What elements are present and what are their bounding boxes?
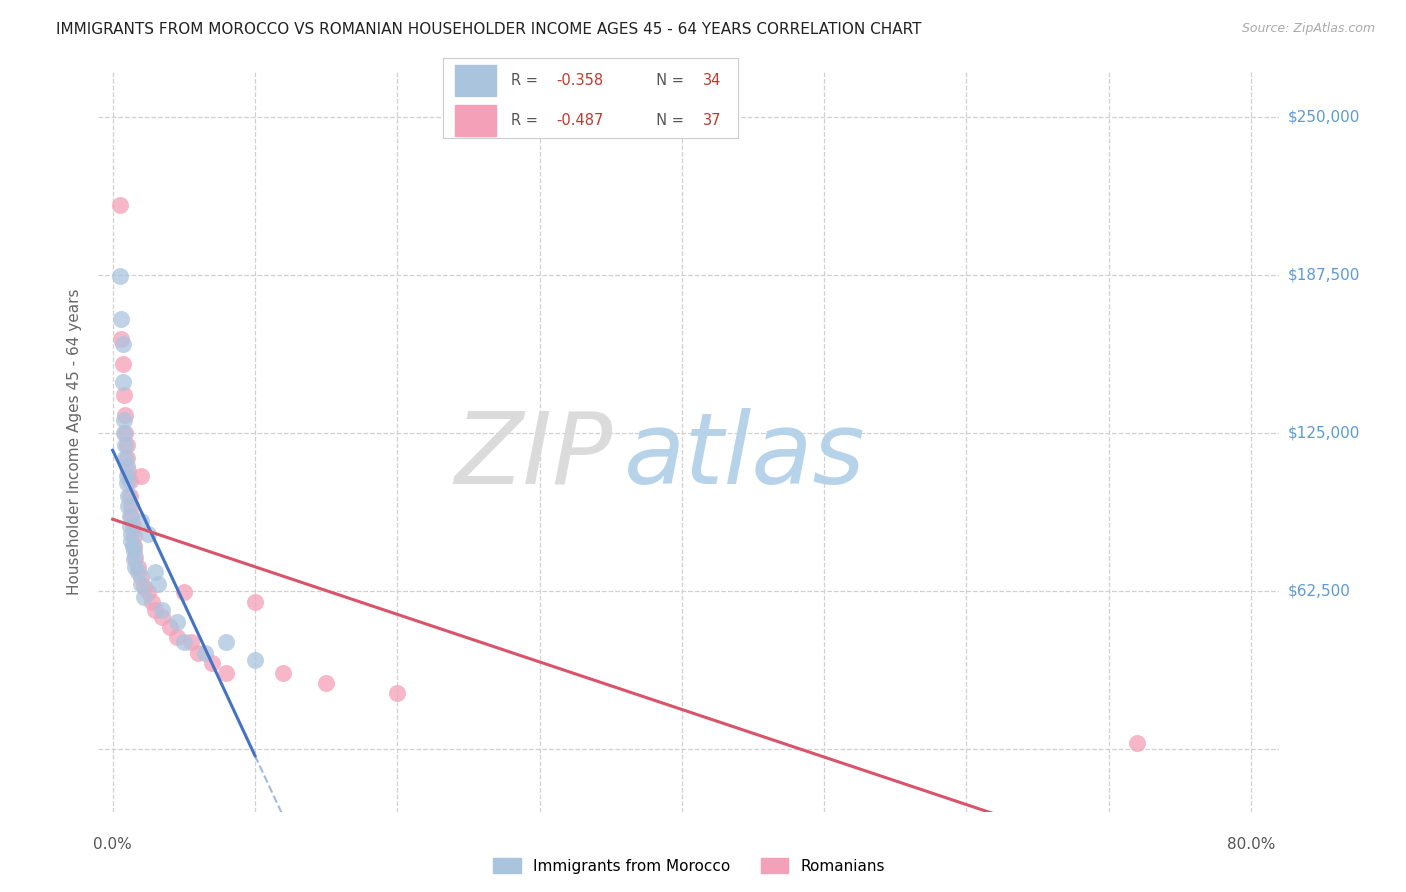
Point [143,565,166,579]
Point [117,489,139,503]
Point [127,559,149,574]
Point [114,438,136,452]
Point [114,450,136,465]
Point [243,653,266,667]
Point [173,635,195,649]
Text: $62,500: $62,500 [1288,583,1351,599]
Point [136,526,159,541]
Point [129,577,152,591]
Y-axis label: Householder Income Ages 45 - 64 years: Householder Income Ages 45 - 64 years [67,288,83,595]
Point [180,635,202,649]
Text: ZIP: ZIP [454,408,612,505]
Point [124,559,146,574]
Point [122,529,145,543]
Text: 34: 34 [703,73,721,88]
Text: $125,000: $125,000 [1288,425,1360,440]
Point [111,375,134,389]
Point [141,595,163,609]
Text: 80.0%: 80.0% [1227,837,1275,852]
Point [114,425,136,440]
Text: 0.0%: 0.0% [93,837,132,852]
Point [122,540,145,554]
Point [120,534,142,549]
Point [273,665,295,680]
Point [187,646,209,660]
Point [114,408,136,422]
Point [121,540,143,554]
Point [387,686,409,700]
Text: Source: ZipAtlas.com: Source: ZipAtlas.com [1241,22,1375,36]
Point [1126,737,1149,751]
Point [201,656,224,670]
Point [215,635,238,649]
Point [115,450,138,465]
Point [115,476,138,491]
Point [111,358,134,372]
Point [117,464,139,478]
Point [111,337,134,351]
Point [148,577,170,591]
Point [117,499,139,513]
Text: atlas: atlas [624,408,866,505]
Point [108,198,131,212]
Point [120,499,142,513]
Bar [454,105,496,136]
Point [121,519,143,533]
Point [159,620,181,634]
Point [118,489,141,503]
Point [215,665,238,680]
Point [110,332,132,346]
Bar [454,65,496,95]
Point [118,474,141,488]
Point [110,312,132,326]
Point [166,615,188,630]
Point [120,526,142,541]
Text: $250,000: $250,000 [1288,110,1360,124]
Point [136,585,159,599]
Point [122,552,145,566]
Legend: Immigrants from Morocco, Romanians: Immigrants from Morocco, Romanians [486,852,891,880]
Point [166,631,188,645]
Point [143,602,166,616]
Text: N =: N = [647,113,688,128]
Text: -0.487: -0.487 [557,113,605,128]
Point [115,458,138,473]
Point [315,676,337,690]
Point [132,580,155,594]
Point [129,468,152,483]
Point [129,570,152,584]
Point [115,468,138,483]
Point [108,268,131,283]
Point [118,509,141,524]
Point [112,425,135,440]
Point [173,585,195,599]
Point [120,509,142,524]
Text: R =: R = [510,113,543,128]
Point [122,544,145,558]
Point [115,438,138,452]
Point [129,514,152,528]
Point [132,590,155,604]
Point [152,602,174,616]
Text: N =: N = [647,73,688,88]
Point [118,519,141,533]
Text: -0.358: -0.358 [557,73,603,88]
Point [194,646,217,660]
Point [127,565,149,579]
Text: IMMIGRANTS FROM MOROCCO VS ROMANIAN HOUSEHOLDER INCOME AGES 45 - 64 YEARS CORREL: IMMIGRANTS FROM MOROCCO VS ROMANIAN HOUS… [56,22,922,37]
Text: 37: 37 [703,113,721,128]
Text: R =: R = [510,73,543,88]
Point [124,549,146,564]
Point [112,388,135,402]
Point [152,610,174,624]
Text: $187,500: $187,500 [1288,268,1360,282]
Point [243,595,266,609]
Point [112,413,135,427]
